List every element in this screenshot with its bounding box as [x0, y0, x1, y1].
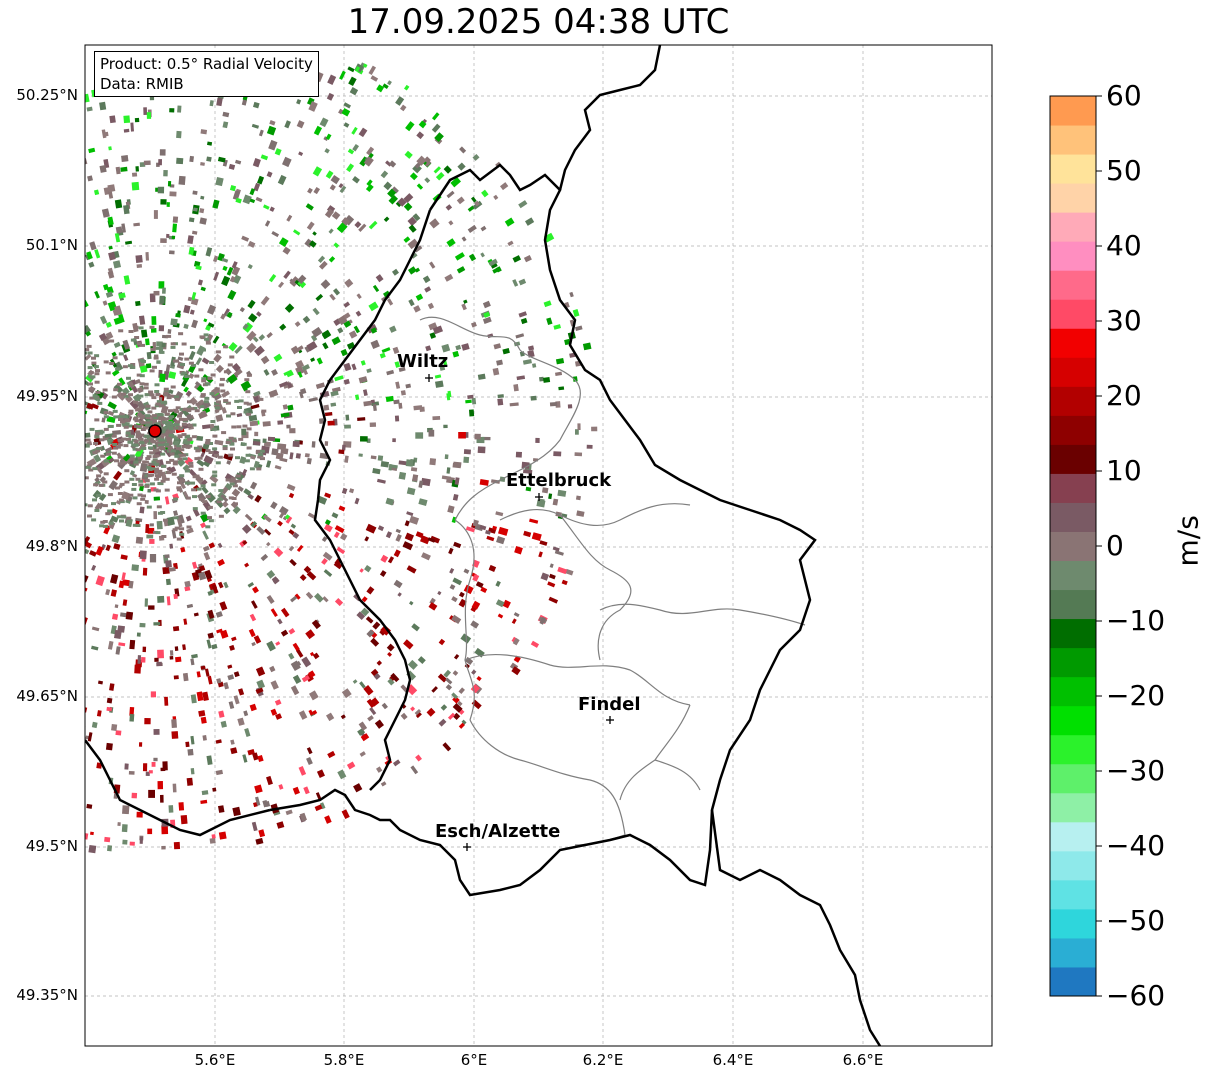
lat-label: 49.95°N — [16, 387, 78, 405]
colorbar-band — [1050, 879, 1096, 910]
colorbar-band — [1050, 734, 1096, 765]
colorbar-band — [1050, 908, 1096, 939]
lat-label: 50.1°N — [25, 236, 78, 254]
colorbar-band — [1050, 241, 1096, 271]
colorbar-tick-label: 10 — [1106, 454, 1142, 487]
canton-borders — [419, 316, 806, 846]
colorbar-band — [1050, 299, 1096, 329]
colorbar-tick-label: −30 — [1106, 754, 1166, 787]
colorbar-band — [1050, 850, 1096, 881]
colorbar-tick-label: −10 — [1106, 604, 1166, 637]
colorbar-band — [1050, 125, 1096, 155]
colorbar-band — [1050, 763, 1096, 794]
colorbar-band — [1050, 792, 1096, 823]
colorbar-band — [1050, 328, 1096, 358]
colorbar-tick-label: −20 — [1106, 679, 1166, 712]
lon-label: 6.6°E — [842, 1051, 884, 1069]
colorbar-tick-label: 60 — [1106, 79, 1142, 112]
city-label-findel: Findel — [578, 694, 641, 715]
lat-label: 50.25°N — [16, 86, 78, 104]
colorbar-tick-label: 20 — [1106, 379, 1142, 412]
lon-label: 5.6°E — [194, 1051, 236, 1069]
colorbar-tick-label: −50 — [1106, 904, 1166, 937]
lon-label: 6.2°E — [582, 1051, 624, 1069]
city-label-esch: Esch/Alzette — [435, 821, 561, 842]
colorbar-tick-label: 40 — [1106, 229, 1142, 262]
colorbar-band — [1050, 705, 1096, 736]
lat-label: 49.35°N — [16, 986, 78, 1004]
colorbar-band — [1050, 966, 1096, 997]
colorbar-band — [1050, 415, 1096, 445]
colorbar-band — [1050, 560, 1096, 591]
city-label-ettelbruck: Ettelbruck — [506, 470, 612, 491]
colorbar-band — [1050, 183, 1096, 213]
colorbar-band — [1050, 618, 1096, 649]
legend-data-source: Data: RMIB — [100, 75, 184, 93]
lon-label: 5.8°E — [323, 1051, 365, 1069]
colorbar-band — [1050, 589, 1096, 620]
lon-label: 6°E — [460, 1051, 488, 1069]
colorbar-band — [1050, 444, 1096, 474]
colorbar-tick-label: 0 — [1106, 529, 1124, 562]
lon-label: 6.4°E — [712, 1051, 754, 1069]
colorbar-band — [1050, 676, 1096, 707]
lat-label: 49.5°N — [25, 837, 78, 855]
map-title: 17.09.2025 04:38 UTC — [347, 2, 730, 42]
radar-echoes — [85, 54, 598, 854]
colorbar-band — [1050, 270, 1096, 300]
colorbar-tick-label: 50 — [1106, 154, 1142, 187]
city-label-wiltz: Wiltz — [397, 351, 449, 372]
colorbar-band — [1050, 531, 1096, 562]
colorbar-band — [1050, 96, 1096, 126]
colorbar-tick-label: −60 — [1106, 979, 1166, 1012]
lat-label: 49.8°N — [25, 537, 78, 555]
colorbar-band — [1050, 937, 1096, 968]
colorbar-band — [1050, 154, 1096, 184]
colorbar-band — [1050, 357, 1096, 387]
colorbar-tick-label: −40 — [1106, 829, 1166, 862]
colorbar-band — [1050, 502, 1096, 532]
city-markers — [425, 374, 614, 851]
product-legend: Product: 0.5° Radial Velocity Data: RMIB — [94, 51, 319, 97]
colorbar-band — [1050, 821, 1096, 852]
colorbar-band — [1050, 473, 1096, 503]
colorbar-band — [1050, 386, 1096, 416]
colorbar-tick-label: 30 — [1106, 304, 1142, 337]
legend-product: Product: 0.5° Radial Velocity — [100, 55, 313, 73]
colorbar-unit: m/s — [1171, 515, 1205, 567]
lat-label: 49.65°N — [16, 687, 78, 705]
colorbar-band — [1050, 647, 1096, 678]
colorbar-band — [1050, 212, 1096, 242]
radar-site-marker — [148, 424, 162, 438]
country-borders — [85, 45, 882, 1046]
